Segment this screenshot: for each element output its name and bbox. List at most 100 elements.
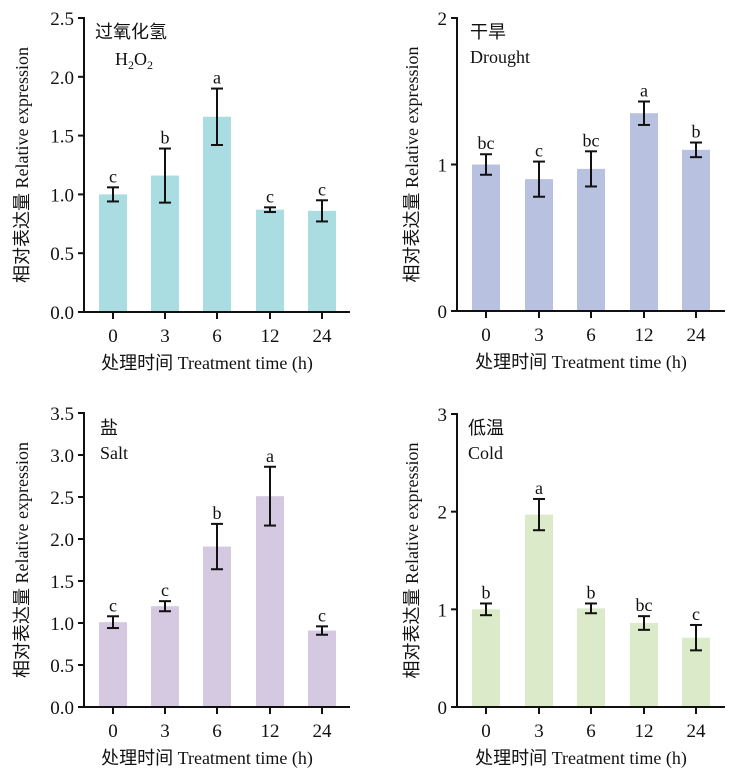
error-bar [690, 141, 702, 159]
bar-cold-12 [630, 623, 658, 707]
x-tick-label: 24 [313, 326, 333, 347]
significance-label: a [266, 446, 274, 466]
bar-h2o2-6 [203, 116, 231, 312]
y-tick-label: 2 [438, 503, 448, 524]
error-bar [159, 147, 171, 204]
y-tick-label: 1.0 [50, 185, 74, 206]
error-bar [159, 600, 171, 613]
bar-drought-6 [577, 168, 605, 311]
bar-drought-3 [525, 179, 553, 311]
bar-salt-3 [151, 606, 179, 707]
error-bar [638, 615, 650, 631]
y-tick-label: 0 [438, 698, 448, 719]
panel-title-en: H2O2 [115, 49, 153, 72]
x-axis-label: 处理时间 Treatment time (h) [475, 748, 687, 769]
error-bar [107, 186, 119, 203]
bar-salt-12 [256, 496, 284, 707]
panel-title-cn: 干旱 [470, 22, 506, 42]
significance-label: c [535, 141, 543, 161]
x-tick-label: 12 [635, 325, 654, 346]
x-tick-label: 3 [534, 325, 544, 346]
x-tick-label: 3 [534, 721, 544, 742]
x-tick-label: 6 [212, 326, 222, 347]
significance-label: bc [636, 595, 653, 615]
bar-cold-0 [472, 609, 500, 707]
title-part: 2 [128, 58, 134, 72]
y-tick-label: 0 [438, 302, 448, 323]
y-tick-label: 1.5 [50, 572, 74, 593]
significance-label: c [109, 595, 117, 615]
error-bar [107, 615, 119, 630]
x-tick-label: 0 [108, 326, 118, 347]
y-tick-label: 2.5 [50, 488, 74, 509]
y-tick-label: 1.5 [50, 127, 74, 148]
y-tick-label: 2 [438, 9, 448, 30]
y-tick-label: 2.0 [50, 68, 74, 89]
y-tick-label: 2.5 [50, 9, 74, 30]
significance-label: c [692, 604, 700, 624]
x-tick-label: 12 [635, 721, 654, 742]
significance-label: c [266, 186, 274, 206]
x-axis-label: 处理时间 Treatment time (h) [101, 353, 313, 374]
significance-label: c [318, 605, 326, 625]
panel-title-en: Drought [470, 47, 530, 67]
bar-salt-6 [203, 546, 231, 707]
title-part: H [115, 49, 128, 69]
panel-salt: 0.0 0.5 1.0 1.5 2.0 2.5 3.0 3.5 0 3 6 12 24 c c b a c 盐 Sal… [12, 404, 350, 769]
significance-label: bc [583, 130, 600, 150]
panel-title-cn: 低温 [468, 418, 504, 438]
x-tick-label: 0 [108, 721, 118, 742]
x-tick-label: 6 [586, 721, 596, 742]
error-bar [264, 206, 276, 214]
y-tick-label: 0.5 [50, 656, 74, 677]
bar-drought-0 [472, 164, 500, 311]
y-tick-label: 0.5 [50, 244, 74, 265]
significance-label: a [640, 81, 648, 101]
error-bar [585, 150, 597, 188]
panel-title-en: Salt [100, 443, 128, 463]
error-bar [211, 87, 223, 147]
y-tick-label: 3 [438, 405, 448, 426]
error-bar [316, 199, 328, 223]
x-tick-label: 0 [481, 721, 491, 742]
x-tick-label: 24 [687, 721, 707, 742]
x-tick-label: 6 [586, 325, 596, 346]
bar-h2o2-0 [99, 194, 127, 312]
significance-label: bc [478, 133, 495, 153]
x-tick-label: 3 [160, 326, 170, 347]
error-bar [690, 623, 702, 652]
bar-cold-6 [577, 608, 605, 707]
error-bar [211, 522, 223, 571]
bar-salt-24 [308, 630, 336, 707]
title-part: O [134, 49, 147, 69]
significance-label: b [482, 582, 491, 602]
x-tick-label: 0 [481, 325, 491, 346]
error-bar [533, 160, 545, 198]
y-axis-label: 相对表达量 Relative expression [12, 47, 32, 283]
significance-label: c [318, 179, 326, 199]
significance-label: b [587, 582, 596, 602]
panel-title-cn: 盐 [100, 418, 118, 438]
y-tick-label: 0.0 [50, 698, 74, 719]
significance-label: a [535, 478, 543, 498]
significance-label: b [213, 503, 222, 523]
panel-title-en: Cold [468, 443, 503, 463]
error-bar [316, 625, 328, 636]
y-tick-label: 1 [438, 156, 448, 177]
title-part: 2 [147, 58, 153, 72]
panel-title-cn: 过氧化氢 [95, 22, 167, 42]
error-bar [480, 153, 492, 176]
y-tick-label: 3.0 [50, 446, 74, 467]
x-axis-label: 处理时间 Treatment time (h) [475, 352, 687, 373]
y-tick-label: 3.5 [50, 404, 74, 425]
significance-label: c [109, 166, 117, 186]
x-tick-label: 3 [160, 721, 170, 742]
x-axis-label: 处理时间 Treatment time (h) [101, 748, 313, 769]
x-tick-label: 12 [261, 326, 280, 347]
error-bar [480, 602, 492, 617]
y-tick-label: 1 [438, 600, 448, 621]
